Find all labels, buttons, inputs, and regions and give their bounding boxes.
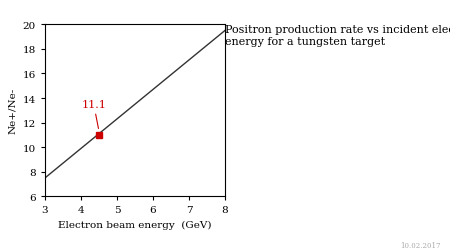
Y-axis label: Ne+/Ne-: Ne+/Ne- [8,88,17,134]
X-axis label: Electron beam energy  (GeV): Electron beam energy (GeV) [58,220,212,229]
Text: 10.02.2017: 10.02.2017 [400,241,441,249]
Text: 11.1: 11.1 [81,99,106,129]
Text: Positron production rate vs incident electron beam
energy for a tungsten target: Positron production rate vs incident ele… [225,25,450,47]
